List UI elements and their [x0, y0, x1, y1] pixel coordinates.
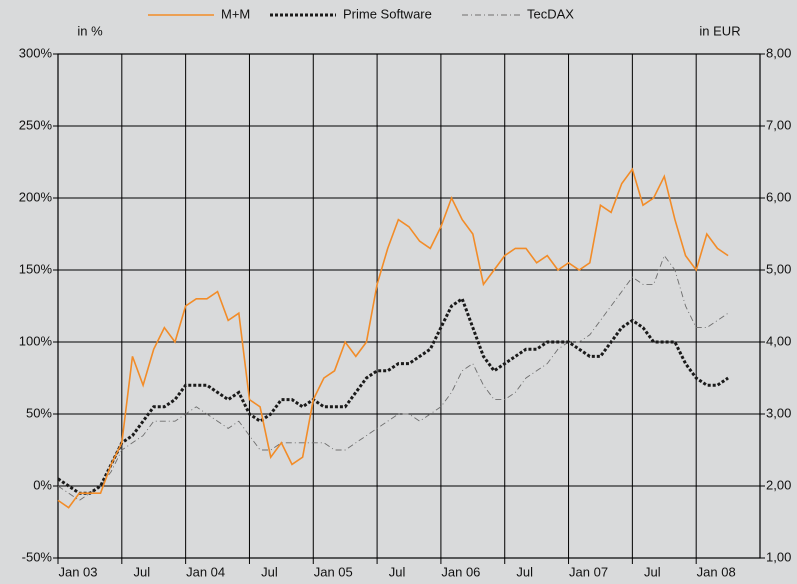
y2-tick-label: 3,00 [766, 405, 791, 420]
x-tick-label: Jan 03 [58, 564, 97, 579]
y-tick-label: 50% [26, 405, 52, 420]
y-tick-label: 200% [19, 189, 53, 204]
y-tick-label: 300% [19, 45, 53, 60]
y2-tick-label: 5,00 [766, 261, 791, 276]
y2-tick-label: 1,00 [766, 549, 791, 564]
x-tick-label: Jul [644, 564, 661, 579]
x-tick-label: Jan 04 [186, 564, 225, 579]
x-tick-label: Jul [134, 564, 151, 579]
series-line [57, 167, 729, 509]
legend-label: TecDAX [527, 6, 574, 21]
y2-tick-label: 8,00 [766, 45, 791, 60]
x-tick-label: Jul [389, 564, 406, 579]
y-tick-label: 250% [19, 117, 53, 132]
x-tick-label: Jan 06 [441, 564, 480, 579]
legend-label: Prime Software [343, 6, 432, 21]
y2-tick-label: 7,00 [766, 117, 791, 132]
x-tick-label: Jul [261, 564, 278, 579]
y-tick-label: 100% [19, 333, 53, 348]
series-line [57, 254, 729, 501]
y-tick-label: 0% [33, 477, 52, 492]
series-line [57, 296, 729, 495]
y-tick-label: 150% [19, 261, 53, 276]
y-tick-label: -50% [22, 549, 53, 564]
y2-tick-label: 4,00 [766, 333, 791, 348]
x-tick-label: Jan 05 [314, 564, 353, 579]
y2-tick-label: 6,00 [766, 189, 791, 204]
x-tick-label: Jan 07 [569, 564, 608, 579]
plot-frame [57, 53, 761, 559]
y2-tick-label: 2,00 [766, 477, 791, 492]
y2-axis-label: in EUR [699, 23, 740, 38]
x-tick-label: Jan 08 [697, 564, 736, 579]
x-tick-label: Jul [516, 564, 533, 579]
legend-label: M+M [221, 6, 250, 21]
y-axis-label: in % [77, 23, 103, 38]
